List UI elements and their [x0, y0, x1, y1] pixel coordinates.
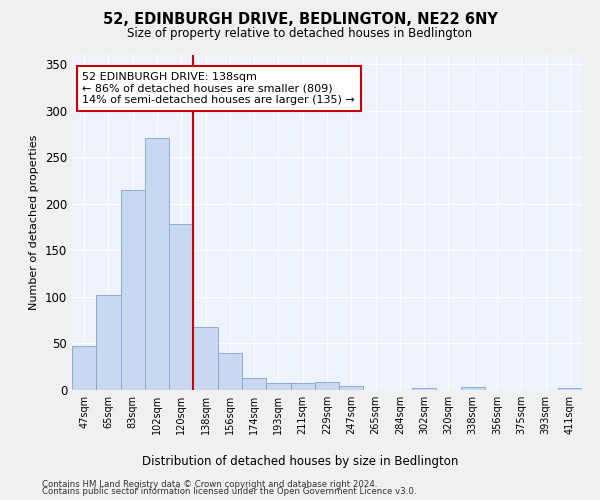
Text: 52, EDINBURGH DRIVE, BEDLINGTON, NE22 6NY: 52, EDINBURGH DRIVE, BEDLINGTON, NE22 6N…	[103, 12, 497, 28]
Bar	[96, 295, 121, 390]
Bar	[266, 384, 290, 390]
Y-axis label: Number of detached properties: Number of detached properties	[29, 135, 40, 310]
Bar	[72, 346, 96, 390]
Bar	[121, 190, 145, 390]
Text: Distribution of detached houses by size in Bedlington: Distribution of detached houses by size …	[142, 455, 458, 468]
Bar	[558, 388, 582, 390]
Text: Contains public sector information licensed under the Open Government Licence v3: Contains public sector information licen…	[42, 488, 416, 496]
Bar	[169, 224, 193, 390]
Bar	[339, 386, 364, 390]
Bar	[242, 378, 266, 390]
Bar	[315, 382, 339, 390]
Bar	[193, 326, 218, 390]
Bar	[145, 138, 169, 390]
Bar	[290, 382, 315, 390]
Bar	[218, 353, 242, 390]
Text: 52 EDINBURGH DRIVE: 138sqm
← 86% of detached houses are smaller (809)
14% of sem: 52 EDINBURGH DRIVE: 138sqm ← 86% of deta…	[82, 72, 355, 105]
Bar	[412, 388, 436, 390]
Text: Contains HM Land Registry data © Crown copyright and database right 2024.: Contains HM Land Registry data © Crown c…	[42, 480, 377, 489]
Bar	[461, 387, 485, 390]
Text: Size of property relative to detached houses in Bedlington: Size of property relative to detached ho…	[127, 28, 473, 40]
